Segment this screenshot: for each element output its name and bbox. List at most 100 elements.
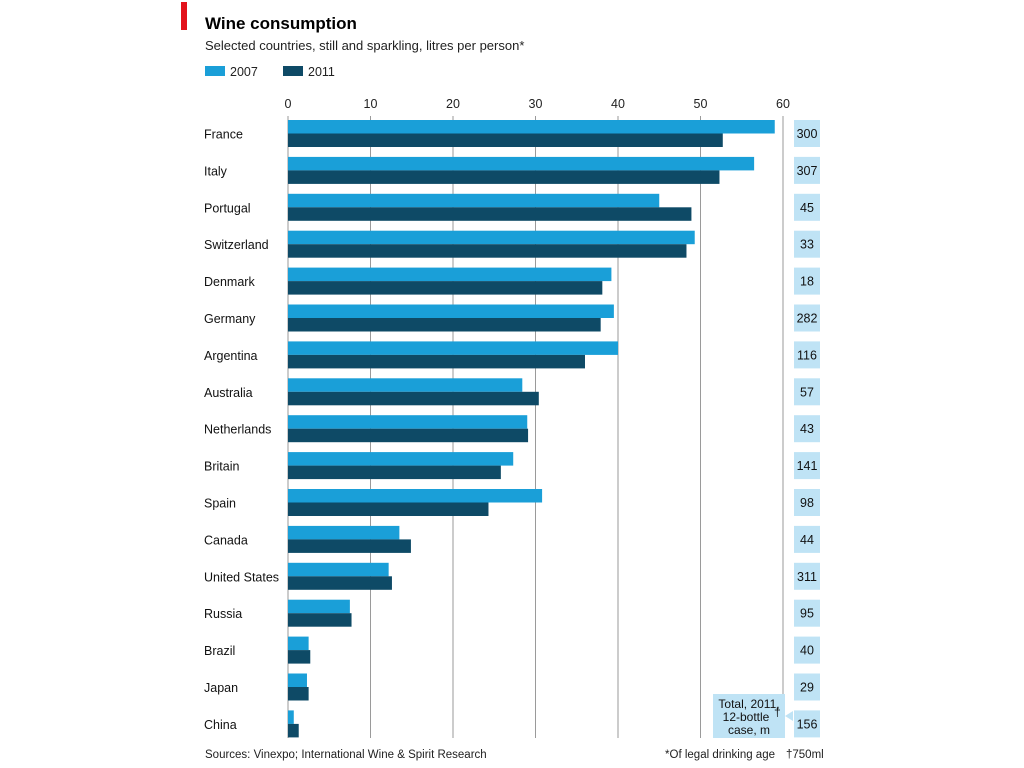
x-tick-label: 30	[529, 97, 543, 111]
category-label: Russia	[204, 607, 242, 621]
bar-2007-britain	[288, 452, 514, 466]
x-tick-label: 60	[776, 97, 790, 111]
bar-2011-denmark	[288, 281, 603, 295]
totals-legend-line-2: 12-bottle	[723, 710, 770, 724]
bar-2007-switzerland	[288, 230, 695, 245]
total-box	[794, 193, 820, 221]
bar-2011-japan	[288, 687, 309, 701]
category-label: Argentina	[204, 349, 258, 363]
total-value: 18	[800, 275, 814, 289]
x-tick-label: 40	[611, 97, 625, 111]
total-value: 156	[797, 717, 818, 731]
total-box	[794, 489, 820, 516]
legend-swatch-2011	[283, 66, 303, 76]
x-axis-ticks: 0 10 20 30 40 50 60	[285, 97, 790, 111]
category-label: Brazil	[204, 644, 235, 658]
total-value: 95	[800, 607, 814, 621]
legend-swatch-2007	[205, 66, 225, 76]
total-box	[794, 452, 820, 480]
category-label: Switzerland	[204, 238, 269, 252]
total-box	[794, 710, 820, 738]
total-value: 44	[800, 533, 814, 547]
x-tick-label: 10	[364, 97, 378, 111]
x-tick-label: 50	[694, 97, 708, 111]
category-label: China	[204, 718, 237, 732]
bar-2011-italy	[288, 170, 720, 184]
bar-2007-united-states	[288, 562, 389, 577]
totals-legend-line-3: case, m	[728, 723, 770, 737]
total-box	[794, 378, 820, 406]
chart-subtitle: Selected countries, still and sparkling,…	[205, 38, 524, 53]
legend-label-2011: 2011	[308, 65, 335, 79]
total-box	[794, 304, 820, 332]
totals-legend: Total, 2011, 12-bottle † case, m	[713, 694, 793, 738]
totals-legend-dagger: †	[774, 705, 781, 719]
total-value: 300	[797, 127, 818, 141]
total-value: 33	[800, 238, 814, 252]
bar-2007-france	[288, 120, 775, 134]
bar-2007-argentina	[288, 341, 618, 355]
bar-2011-britain	[288, 465, 501, 480]
total-box	[794, 156, 820, 184]
bar-2007-spain	[288, 489, 543, 503]
legend: 2007 2011	[205, 65, 335, 79]
category-label: France	[204, 128, 243, 142]
bar-2007-italy	[288, 156, 755, 171]
x-tick-label: 20	[446, 97, 460, 111]
bar-2007-denmark	[288, 267, 612, 282]
total-box	[794, 636, 820, 664]
category-label: Germany	[204, 312, 256, 326]
category-label: Denmark	[204, 275, 255, 289]
category-label: Australia	[204, 386, 253, 400]
total-value: 45	[800, 201, 814, 215]
x-tick-label: 0	[285, 97, 292, 111]
total-value: 141	[797, 459, 818, 473]
bar-2011-france	[288, 133, 723, 147]
bar-2011-netherlands	[288, 428, 529, 443]
total-box	[794, 673, 820, 701]
bars	[288, 120, 775, 738]
bar-2011-canada	[288, 539, 411, 553]
category-labels: France Italy Portugal Switzerland Denmark Ger…	[204, 128, 279, 732]
bar-2007-netherlands	[288, 415, 528, 429]
accent-bar	[181, 2, 187, 30]
total-value: 98	[800, 496, 814, 510]
bar-2011-portugal	[288, 207, 692, 221]
total-value: 311	[797, 570, 817, 584]
totals-legend-pointer	[785, 711, 793, 721]
bar-2011-brazil	[288, 650, 311, 664]
category-label: Japan	[204, 681, 238, 695]
category-label: Portugal	[204, 201, 251, 215]
total-value: 29	[800, 681, 814, 695]
category-label: Spain	[204, 497, 236, 511]
bar-2007-australia	[288, 378, 523, 392]
totals-legend-box	[713, 694, 785, 738]
category-label: Netherlands	[204, 423, 271, 437]
bar-2011-germany	[288, 318, 601, 332]
total-box	[794, 120, 820, 147]
bar-2011-argentina	[288, 354, 585, 369]
footnote-bottle-size: †750ml	[786, 749, 824, 761]
bar-2011-united-states	[288, 576, 392, 590]
bar-2007-china	[288, 710, 294, 724]
bar-2011-spain	[288, 502, 489, 516]
category-label: Britain	[204, 460, 239, 474]
category-label: Canada	[204, 533, 248, 547]
bar-2007-russia	[288, 599, 350, 614]
total-value: 43	[800, 422, 814, 436]
footnote-drinking-age: *Of legal drinking age	[665, 749, 775, 761]
total-box	[794, 267, 820, 295]
totals-column: 300 307 45 33 18 282 116 57 43 141 98 44 311 95 40 29 15…	[794, 120, 820, 738]
total-box	[794, 562, 820, 590]
bar-2011-russia	[288, 613, 352, 627]
total-box	[794, 230, 820, 258]
bar-2007-portugal	[288, 193, 660, 208]
total-value: 282	[797, 312, 818, 326]
total-box	[794, 415, 820, 443]
bar-2007-canada	[288, 525, 400, 540]
total-value: 40	[800, 644, 814, 658]
bar-2011-australia	[288, 391, 539, 406]
bar-2007-japan	[288, 673, 307, 687]
category-label: United States	[204, 570, 279, 584]
